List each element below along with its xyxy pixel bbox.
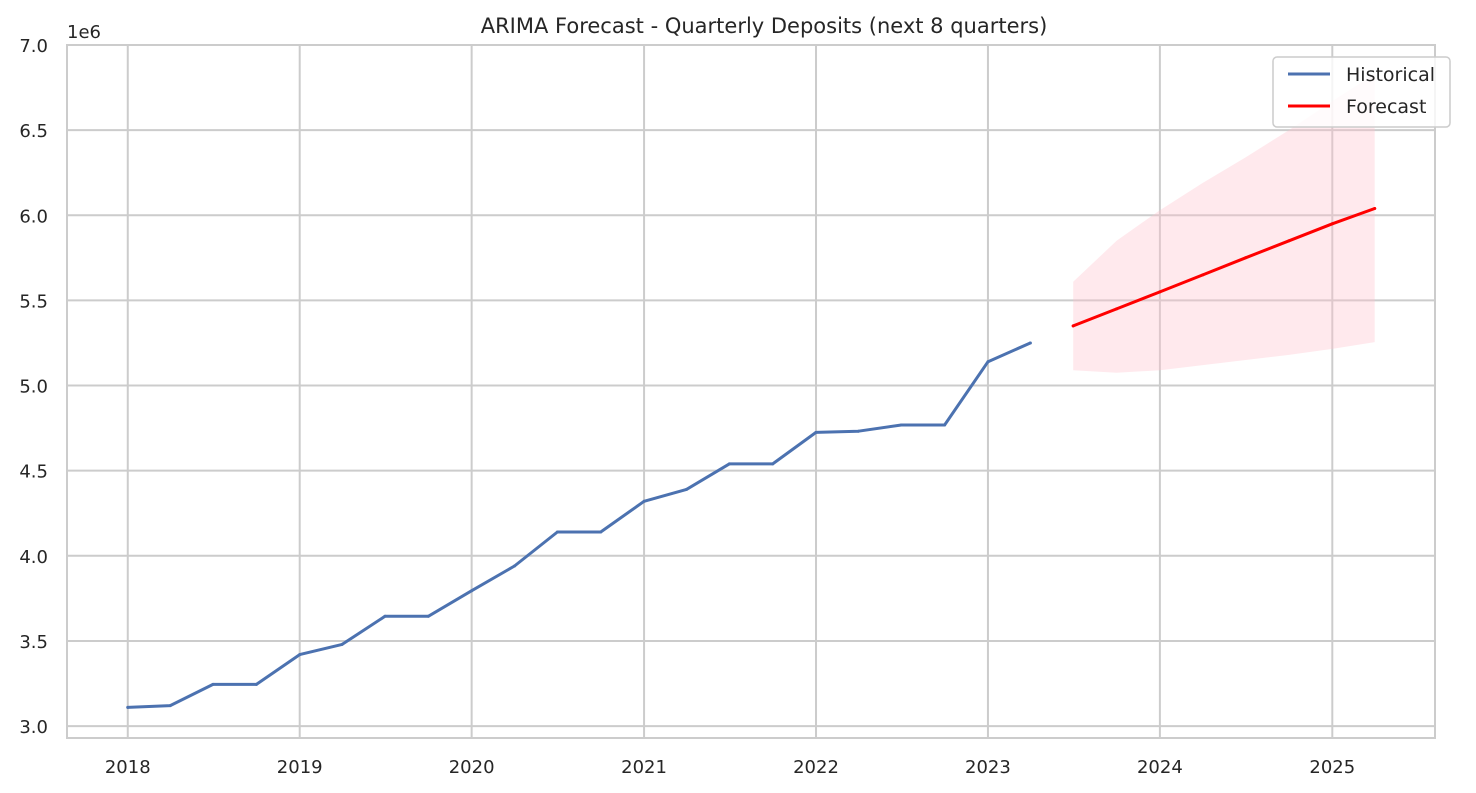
data-point-historical — [126, 705, 130, 709]
data-point-historical — [426, 614, 430, 618]
data-point-historical — [168, 704, 172, 708]
data-point-historical — [383, 614, 387, 618]
data-point-forecast — [1244, 256, 1248, 260]
data-point-historical — [470, 589, 474, 593]
data-point-historical — [642, 499, 646, 503]
y-tick-labels: 3.0 3.5 4.0 4.5 5.0 5.5 6.0 6.5 7.0 — [19, 36, 48, 738]
data-point-historical — [943, 423, 947, 427]
series-line-historical — [126, 341, 1032, 709]
y-tick-label: 6.5 — [19, 121, 48, 142]
data-point-historical — [340, 642, 344, 646]
y-tick-label: 4.0 — [19, 547, 48, 568]
x-tick-label: 2020 — [449, 757, 495, 778]
data-point-historical — [599, 530, 603, 534]
x-tick-label: 2022 — [793, 757, 839, 778]
legend-label-forecast: Forecast — [1346, 96, 1426, 118]
y-offset-label: 1e6 — [67, 22, 101, 43]
y-tick-label: 5.0 — [19, 377, 48, 398]
series-line-forecast — [1071, 207, 1377, 328]
x-tick-label: 2019 — [277, 757, 323, 778]
data-point-historical — [899, 423, 903, 427]
data-point-historical — [254, 682, 258, 686]
data-point-historical — [771, 462, 775, 466]
data-point-forecast — [1158, 290, 1162, 294]
x-tick-label: 2023 — [965, 757, 1011, 778]
data-point-historical — [298, 653, 302, 657]
confidence-band-layer — [1073, 73, 1375, 373]
data-point-forecast — [1115, 307, 1119, 311]
x-tick-label: 2024 — [1137, 757, 1183, 778]
data-point-forecast — [1071, 324, 1075, 328]
x-tick-label: 2025 — [1309, 757, 1355, 778]
data-point-forecast — [1201, 273, 1205, 277]
series-layer — [126, 207, 1377, 709]
data-point-forecast — [1287, 239, 1291, 243]
data-point-historical — [211, 682, 215, 686]
data-point-historical — [685, 487, 688, 491]
legend-label-historical: Historical — [1346, 64, 1435, 86]
x-tick-label: 2018 — [105, 757, 151, 778]
data-point-historical — [986, 360, 990, 364]
y-tick-label: 7.0 — [19, 36, 48, 57]
data-point-forecast — [1330, 222, 1334, 226]
y-tick-label: 4.5 — [19, 462, 48, 483]
data-point-historical — [814, 430, 818, 434]
data-point-historical — [856, 429, 860, 433]
y-tick-label: 5.5 — [19, 291, 48, 312]
plot-area-frame — [66, 44, 1436, 739]
y-tick-label: 6.0 — [19, 206, 48, 227]
chart-title: ARIMA Forecast - Quarterly Deposits (nex… — [481, 14, 1048, 38]
data-point-historical — [727, 462, 731, 466]
x-tick-labels: 2018 2019 2020 2021 2022 2023 2024 2025 — [105, 757, 1355, 778]
legend: Historical Forecast — [1272, 56, 1451, 128]
data-point-forecast — [1373, 207, 1377, 210]
data-point-historical — [1028, 341, 1032, 345]
data-point-historical — [513, 564, 516, 568]
forecast-confidence-band — [1073, 73, 1375, 373]
data-point-historical — [555, 530, 559, 534]
grid-lines — [67, 44, 1435, 738]
x-tick-label: 2021 — [621, 757, 667, 778]
y-tick-label: 3.0 — [19, 717, 48, 738]
y-tick-label: 3.5 — [19, 632, 48, 653]
